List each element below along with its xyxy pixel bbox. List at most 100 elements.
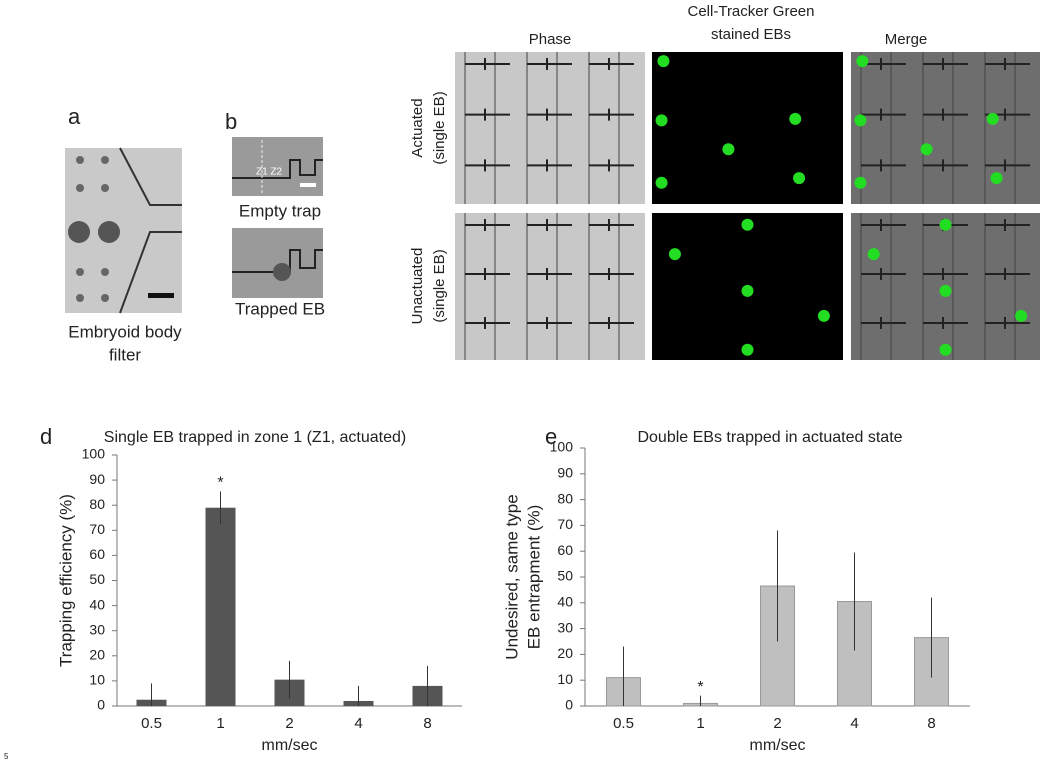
trap [985, 317, 1030, 329]
x-tick-label: 4 [354, 715, 362, 732]
trap [861, 108, 906, 121]
stained-eb [867, 248, 880, 261]
x-tick-label: 2 [773, 715, 781, 732]
annotation: * [217, 475, 223, 492]
trap [589, 159, 634, 172]
channel [526, 52, 558, 204]
trap [527, 159, 572, 172]
y-tick-label: 20 [557, 645, 573, 661]
micrograph [851, 52, 1040, 204]
y-tick-label: 50 [557, 568, 573, 584]
stained-eb [854, 176, 867, 189]
trap [527, 58, 572, 70]
panel-letter: b [225, 109, 237, 134]
stained-eb [990, 172, 1003, 185]
trap [527, 219, 572, 231]
trap [589, 268, 634, 280]
channel [984, 52, 1016, 204]
channel [984, 213, 1016, 360]
y-tick-label: 80 [89, 496, 105, 512]
trap [985, 58, 1030, 70]
column-header: Merge [885, 31, 928, 48]
trap [589, 219, 634, 231]
y-axis-label: Trapping efficiency (%) [56, 494, 75, 667]
y-tick-label: 90 [89, 471, 105, 487]
y-tick-label: 70 [557, 516, 573, 532]
bar [205, 507, 236, 706]
y-tick-label: 0 [97, 697, 105, 713]
trap [589, 58, 634, 70]
channel [464, 213, 496, 360]
chart-title: Double EBs trapped in actuated state [637, 429, 902, 446]
x-tick-label: 8 [423, 715, 431, 732]
channel [526, 213, 558, 360]
stained-eb [939, 343, 952, 356]
caption: Trapped EB [235, 299, 325, 318]
y-tick-label: 100 [550, 439, 574, 455]
y-tick-label: 50 [89, 571, 105, 587]
row-header: (single EB) [431, 91, 448, 164]
trap [465, 159, 510, 172]
trap [923, 317, 968, 329]
panel-letter: e [545, 424, 557, 449]
row-header: (single EB) [431, 249, 448, 322]
column-header: stained EBs [711, 26, 791, 43]
column-header: Cell-Tracker Green [688, 3, 815, 20]
annotation: * [697, 679, 703, 696]
x-tick-label: 2 [285, 715, 293, 732]
row-header: Actuated [409, 98, 426, 157]
stained-eb [920, 143, 933, 156]
x-tick-label: 1 [216, 715, 224, 732]
trap [589, 108, 634, 121]
trap [861, 58, 906, 70]
y-axis-label: EB entrapment (%) [524, 505, 543, 650]
y-tick-label: 30 [89, 621, 105, 637]
trap [985, 219, 1030, 231]
zone-label: Z1 Z2 [256, 167, 283, 178]
trap [923, 159, 968, 172]
panel-letter: a [68, 104, 81, 129]
stained-eb [939, 284, 952, 297]
x-tick-label: 1 [696, 715, 704, 732]
trap [923, 268, 968, 280]
trap [985, 159, 1030, 172]
y-tick-label: 20 [89, 647, 105, 663]
stained-eb [1015, 309, 1028, 322]
stained-eb [741, 284, 754, 297]
filter-image [65, 147, 182, 314]
trap [923, 108, 968, 121]
channel [588, 213, 620, 360]
channel [860, 213, 892, 360]
stained-eb [741, 343, 754, 356]
trap [861, 159, 906, 172]
row-header: Unactuated [409, 248, 426, 325]
trap [527, 268, 572, 280]
micrograph [455, 213, 645, 360]
chart-title: Single EB trapped in zone 1 (Z1, actuate… [104, 429, 406, 446]
channel [588, 52, 620, 204]
x-tick-label: 4 [850, 715, 858, 732]
x-axis-label: mm/sec [750, 737, 806, 754]
trap-image [232, 228, 323, 298]
y-tick-label: 60 [557, 542, 573, 558]
x-axis-label: mm/sec [262, 737, 318, 754]
trap [861, 317, 906, 329]
stained-eb [856, 55, 869, 68]
trap [861, 219, 906, 231]
stained-eb [655, 176, 668, 189]
x-tick-label: 0.5 [613, 715, 634, 732]
trap [861, 268, 906, 280]
caption: filter [109, 345, 141, 364]
y-tick-label: 40 [557, 594, 573, 610]
y-tick-label: 80 [557, 490, 573, 506]
y-tick-label: 60 [89, 546, 105, 562]
micrograph [455, 52, 645, 204]
channel [922, 52, 954, 204]
y-tick-label: 70 [89, 521, 105, 537]
channel [464, 52, 496, 204]
trap [527, 317, 572, 329]
y-tick-label: 10 [557, 671, 573, 687]
trap [985, 268, 1030, 280]
caption: Empty trap [239, 201, 321, 220]
